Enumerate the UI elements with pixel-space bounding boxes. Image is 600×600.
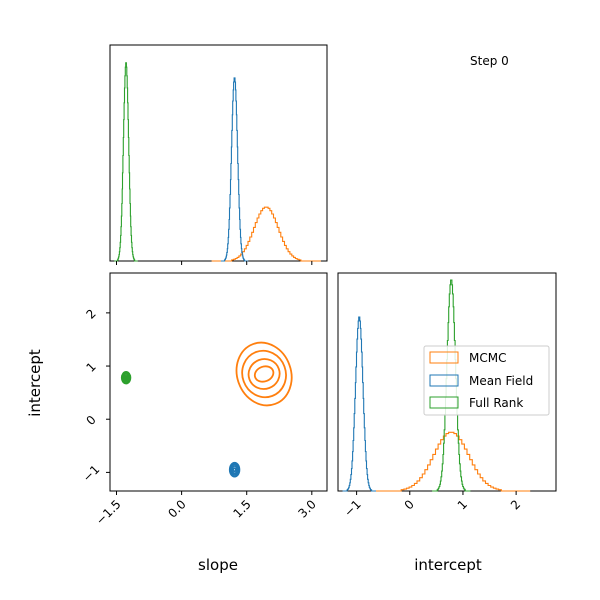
contour-mcmc-4 [235,341,293,407]
slope-hist-full-rank [114,62,138,262]
joint-y-tick-label: −1 [80,462,102,484]
panel-joint [109,272,328,492]
contour-full-rank-2 [123,374,130,382]
slope-histograms [114,62,321,262]
intercept-hist-full-rank [432,279,471,492]
contour-mean-field-1 [232,467,237,473]
legend-label-mean-field: Mean Field [469,374,533,388]
contour-full-rank-1 [124,375,128,380]
joint-contours [120,341,293,478]
contour-mean-field-4 [228,461,241,478]
x-axis-label-slope: slope [198,556,238,574]
contour-mean-field-2 [231,465,239,475]
slope-hist-mcmc [211,206,321,262]
right-x-tick-label: −1 [341,497,363,519]
panel-slope-hist [109,44,328,262]
x-axis-label-intercept: intercept [414,556,482,574]
legend: MCMC Mean Field Full Rank [423,345,550,416]
legend-swatch-full-rank [429,396,459,409]
legend-label-mcmc: MCMC [469,351,506,365]
joint-y-tick-label: 2 [84,306,99,321]
intercept-hist-mcmc [372,431,531,492]
right-x-tick-label: 2 [508,497,523,512]
legend-swatch-mean-field [429,374,459,387]
contour-mcmc-1 [253,365,275,383]
joint-y-tick-label: 1 [84,360,99,375]
legend-label-full-rank: Full Rank [469,396,523,410]
joint-y-tick-label: 0 [84,413,99,428]
step-annotation: Step 0 [470,54,509,68]
intercept-histograms [342,279,531,492]
right-x-tick-label: 0 [402,497,417,512]
y-axis-label-intercept: intercept [26,349,44,417]
slope-hist-mean-field [220,77,249,262]
contour-mcmc-2 [247,358,281,390]
right-x-tick-label: 1 [455,497,470,512]
contour-mcmc-3 [241,349,287,399]
contour-full-rank-4 [120,371,132,385]
joint-x-tick-label: 3.0 [296,497,319,520]
panel-intercept-hist [337,272,557,492]
legend-swatch-mcmc [429,351,459,364]
joint-x-tick-label: 0.0 [165,497,188,520]
joint-x-tick-label: 1.5 [230,497,253,520]
intercept-hist-mean-field [342,316,376,492]
joint-x-tick-label: −1.5 [93,497,124,528]
